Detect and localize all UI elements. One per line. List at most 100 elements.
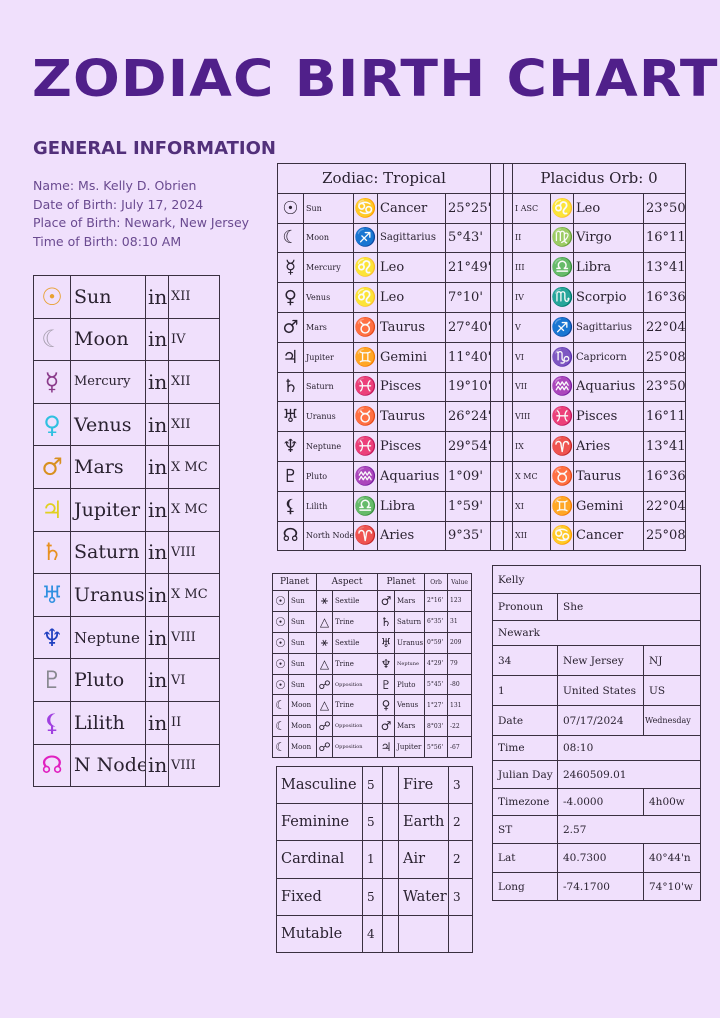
planet-glyph-icon: ☾: [277, 222, 304, 254]
spacer: [490, 401, 505, 433]
degree: 29°54': [444, 431, 492, 462]
planet-glyph-icon: ♄: [377, 610, 396, 633]
sign-name: Aquarius: [573, 371, 645, 403]
orb: 2°16': [424, 590, 449, 612]
degree: 26°24': [444, 401, 492, 433]
zodiac-header-row: Zodiac: Tropical Placidus Orb: 0: [276, 163, 687, 194]
aspect-name: Opposition: [332, 736, 379, 759]
element-name: Earth: [398, 803, 449, 842]
element-name: [398, 914, 449, 953]
planet-glyph-icon: ☉: [272, 673, 289, 696]
degree: 22°04': [643, 311, 687, 343]
in-label: in: [145, 275, 169, 319]
house-number: I ASC: [512, 192, 552, 224]
zodiac-row: ♃ Jupiter ♊ Gemini 11°40' VI ♑ Capricorn 25°08': [277, 341, 687, 373]
value: 31: [447, 610, 473, 633]
planet-glyph-icon: ☿: [277, 252, 304, 284]
general-information: Name: Ms. Kelly D. Obrien Date of Birth:…: [33, 177, 249, 251]
quality-count: 5: [362, 765, 383, 805]
spacer: [490, 341, 505, 373]
header-aspect: Aspect: [316, 573, 379, 591]
planet-name: Sun: [287, 590, 318, 612]
planet-name: Neptune: [70, 615, 146, 660]
planet-glyph-icon: ♃: [277, 341, 304, 373]
sign-glyph-icon: ♓: [353, 371, 378, 403]
aspect-row: ☾ Moon ☍ Opposition ♃ Jupiter 5°56' -67: [272, 736, 473, 759]
spacer: [382, 840, 399, 879]
spacer: [503, 371, 514, 403]
quality-count: 5: [362, 803, 383, 842]
spacer: [503, 163, 514, 194]
degree: 21°49': [444, 252, 492, 284]
degree: 7°10': [444, 282, 492, 313]
detail-row: Timezone -4.0000 4h00w: [492, 788, 702, 816]
planet-name: Saturn: [70, 530, 146, 575]
planet-glyph-icon: ♇: [277, 460, 304, 492]
sign-glyph-icon: ♑: [550, 341, 575, 373]
sign-glyph-icon: ♒: [353, 460, 378, 492]
header-value: Value: [447, 573, 473, 591]
spacer: [490, 252, 505, 284]
element-row: Cardinal 1 Air 2: [276, 840, 473, 879]
sign-glyph-icon: ♈: [550, 431, 575, 462]
planet-name: North Node: [303, 520, 354, 552]
planet-name: Venus: [394, 694, 426, 717]
house-number: XII: [168, 402, 220, 447]
element-row: Mutable 4: [276, 914, 473, 953]
detail-cell: -74.1700: [557, 872, 644, 901]
aspect-name: Sextile: [332, 590, 379, 612]
sign-name: Scorpio: [573, 282, 645, 313]
planet-name: Lilith: [303, 490, 354, 522]
quality-count: 5: [362, 877, 383, 916]
house-number: VIII: [168, 615, 220, 660]
planet-glyph-icon: ☉: [272, 631, 289, 654]
detail-cell: 2.57: [556, 815, 702, 844]
spacer: [503, 192, 514, 224]
degree: 16°11': [643, 401, 687, 433]
detail-cell: 74°10'w: [642, 872, 702, 901]
detail-row: Date 07/17/2024 Wednesday: [492, 705, 702, 736]
planet-glyph-icon: ♆: [277, 431, 304, 462]
zodiac-heading: Zodiac: Tropical: [276, 163, 492, 194]
planet-house-row: ♃ Jupiter in X MC: [33, 487, 220, 532]
quality-count: 1: [362, 840, 383, 879]
sign-name: Taurus: [377, 401, 446, 433]
mercury-icon: ☿: [33, 360, 71, 404]
detail-cell: -4.0000: [557, 788, 644, 816]
aspect-name: Trine: [332, 694, 379, 717]
planet-glyph-icon: ♅: [277, 401, 304, 433]
detail-cell: 1: [492, 675, 558, 706]
degree: 1°59': [444, 490, 492, 522]
planet-glyph-icon: ☉: [272, 610, 289, 633]
quality-count: 4: [362, 914, 383, 953]
aspect-row: ☾ Moon △ Trine ♀ Venus 1°27' 131: [272, 694, 473, 717]
zodiac-row: ♀ Venus ♌ Leo 7°10' IV ♏ Scorpio 16°36': [277, 282, 687, 313]
elements-table: Masculine 5 Fire 3 Feminine 5 Earth 2 Cardinal 1 A…: [276, 765, 473, 953]
quality-name: Fixed: [276, 877, 363, 916]
sign-glyph-icon: ♋: [550, 520, 575, 552]
planet-glyph-icon: ☉: [277, 192, 304, 224]
degree: 23°50': [643, 192, 687, 224]
planet-house-row: ☉ Sun in XII: [33, 275, 220, 319]
degree: 25°08': [643, 341, 687, 373]
planet-name: Lilith: [70, 700, 146, 745]
planet-glyph-icon: ☾: [272, 715, 289, 738]
degree: 19°10': [444, 371, 492, 403]
spacer: [503, 252, 514, 284]
planet-name: Moon: [287, 736, 318, 759]
degree: 13°41': [643, 252, 687, 284]
planet-name: Venus: [70, 402, 146, 447]
sign-glyph-icon: ♎: [550, 252, 575, 284]
degree: 22°04': [643, 490, 687, 522]
info-name: Name: Ms. Kelly D. Obrien: [33, 178, 197, 193]
degree: 27°40': [444, 311, 492, 343]
detail-cell: 07/17/2024: [557, 705, 644, 736]
sign-name: Aquarius: [377, 460, 446, 492]
detail-cell: Kelly: [491, 565, 702, 594]
zodiac-row: ☾ Moon ♐ Sagittarius 5°43' II ♍ Virgo 16°11': [277, 222, 687, 254]
aspect-row: ☉ Sun ⚹ Sextile ♂ Mars 2°16' 123: [272, 590, 473, 612]
sign-glyph-icon: ♏: [550, 282, 575, 313]
spacer: [503, 222, 514, 254]
spacer: [490, 222, 505, 254]
zodiac-row: ♆ Neptune ♓ Pisces 29°54' IX ♈ Aries 13°41': [277, 431, 687, 462]
